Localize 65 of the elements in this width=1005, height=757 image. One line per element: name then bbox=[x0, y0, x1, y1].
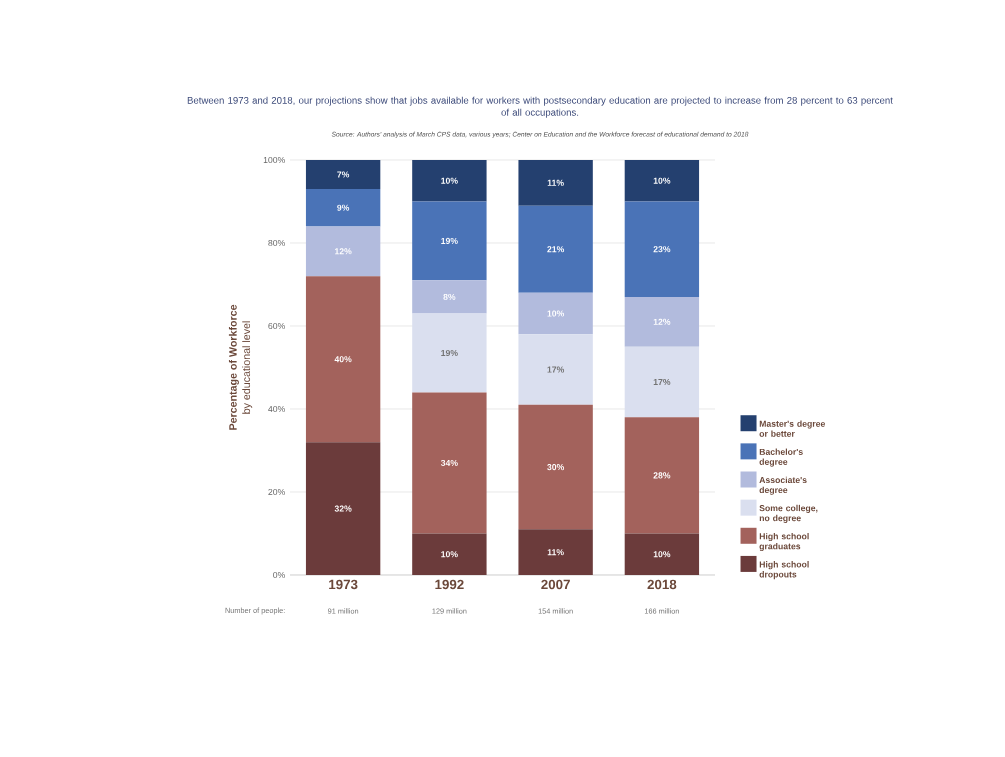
legend-label: Bachelor's degree bbox=[759, 448, 803, 467]
legend-label: High school dropouts bbox=[759, 561, 809, 580]
bar bbox=[624, 533, 700, 575]
y-tick-label: 40% bbox=[268, 405, 285, 413]
data-label: 19% bbox=[441, 349, 458, 357]
bar bbox=[624, 346, 700, 418]
bar bbox=[518, 404, 593, 530]
bar bbox=[412, 313, 487, 393]
y-tick-label: 80% bbox=[268, 239, 285, 247]
data-label: 23% bbox=[653, 246, 671, 253]
data-label: 11% bbox=[547, 549, 564, 556]
data-label: 30% bbox=[547, 464, 565, 471]
x-tick-label: 1973 bbox=[329, 579, 358, 590]
text: by educational level bbox=[242, 321, 253, 414]
bar bbox=[412, 392, 487, 534]
data-label: 10% bbox=[653, 177, 671, 184]
data-label: 32% bbox=[334, 505, 352, 512]
bar bbox=[518, 159, 593, 206]
data-label: 10% bbox=[653, 551, 671, 558]
bar bbox=[518, 205, 593, 293]
data-label: 10% bbox=[441, 551, 458, 558]
legend-label: Master's degree or better bbox=[759, 420, 826, 437]
bar bbox=[624, 159, 700, 202]
data-label: 17% bbox=[547, 366, 565, 373]
y-tick-label: 60% bbox=[268, 322, 285, 330]
bar bbox=[518, 292, 593, 335]
bar bbox=[624, 201, 700, 297]
bar bbox=[305, 276, 381, 443]
chart-title: Between 1973 and 2018, our projections show that jobs available for workers with postsecondary education are projected to increase from 28 percent to 63 percent of all occupations. bbox=[187, 96, 893, 118]
data-label: 34% bbox=[440, 459, 458, 467]
data-label: 12% bbox=[653, 318, 671, 325]
data-label: 10% bbox=[547, 310, 565, 317]
bar bbox=[412, 159, 487, 202]
data-label: 17% bbox=[653, 378, 671, 386]
data-label: 12% bbox=[335, 248, 352, 255]
legend-label: Associate's degree bbox=[759, 476, 807, 495]
x-tick-label: 1992 bbox=[435, 579, 464, 590]
data-label: 28% bbox=[653, 472, 671, 479]
data-label: 9% bbox=[337, 204, 350, 211]
data-label: 11% bbox=[547, 179, 564, 186]
bar bbox=[624, 296, 700, 347]
data-label: 21% bbox=[547, 246, 565, 253]
bar bbox=[305, 189, 381, 227]
bar bbox=[412, 201, 487, 281]
data-label: 8% bbox=[443, 293, 456, 301]
y-tick-label: 20% bbox=[268, 488, 285, 496]
data-label: 19% bbox=[441, 237, 458, 244]
legend-label: High school graduates bbox=[759, 532, 809, 552]
bar bbox=[412, 280, 487, 314]
bar bbox=[412, 533, 487, 575]
bar bbox=[518, 334, 593, 405]
bar bbox=[305, 442, 381, 575]
bar bbox=[624, 417, 700, 534]
y-tick-label: 0% bbox=[273, 571, 285, 579]
y-tick-label: 100% bbox=[263, 156, 285, 164]
legend-label: Some college, no degree bbox=[759, 504, 818, 523]
y-axis-title: Percentage of Workforce bbox=[228, 304, 239, 430]
bar bbox=[518, 529, 593, 575]
data-label: 10% bbox=[441, 177, 458, 184]
bar bbox=[305, 159, 381, 190]
data-label: 40% bbox=[334, 356, 352, 363]
x-tick-label: 2018 bbox=[647, 579, 677, 590]
x-tick-label: 2007 bbox=[541, 579, 570, 590]
bar bbox=[305, 226, 381, 277]
data-label: 7% bbox=[337, 171, 350, 178]
